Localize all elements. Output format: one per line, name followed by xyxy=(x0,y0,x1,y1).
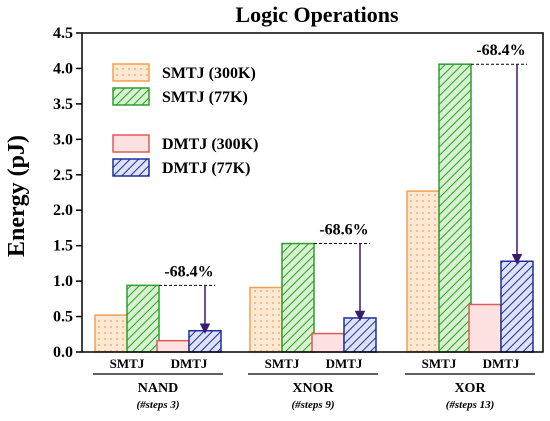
bar-smtj-77k-nand xyxy=(126,284,160,353)
legend-label: DMTJ (77K) xyxy=(162,160,250,177)
chart-legend: SMTJ (300K) SMTJ (77K) DMTJ (300K) DMTJ (77… xyxy=(112,63,258,177)
group-sublabel-dmtj: DMTJ xyxy=(326,356,363,371)
reduction-label: -68.4% xyxy=(164,263,213,280)
chart-title: Logic Operations xyxy=(235,2,399,27)
legend-label: SMTJ (300K) xyxy=(162,65,256,82)
group-sublabel-smtj: SMTJ xyxy=(110,356,145,371)
group-sublabel-dmtj: DMTJ xyxy=(171,356,208,371)
y-tick-label: 3.5 xyxy=(53,96,73,113)
bar-dmtj-300k-xnor xyxy=(311,332,345,353)
group-note: (#steps 3) xyxy=(136,399,179,411)
legend-swatch xyxy=(112,63,150,82)
y-tick-label: 4.0 xyxy=(53,60,73,77)
bar-smtj-300k-nand xyxy=(94,314,128,353)
y-tick-label: 4.5 xyxy=(53,25,73,42)
group-sublabel-dmtj: DMTJ xyxy=(483,356,520,371)
y-axis-ticks: 0.0 0.5 1.0 1.5 2.0 2.5 3.0 3.5 4.0 4.5 xyxy=(53,25,82,361)
bar-dmtj-300k-xor xyxy=(468,303,502,353)
group-label: NAND xyxy=(138,381,178,396)
group-labels: SMTJ DMTJ NAND (#steps 3) SMTJ DMTJ XNOR (#step… xyxy=(93,356,535,411)
group-label: XOR xyxy=(454,381,486,396)
reduction-annotations: -68.4% -68.6% -68.4% xyxy=(159,42,527,334)
plot-frame xyxy=(81,32,544,353)
y-axis-label: Energy (pJ) xyxy=(4,135,30,257)
bar-dmtj-77k-xor xyxy=(500,260,534,353)
legend-label: DMTJ (300K) xyxy=(162,136,258,153)
y-tick-label: 0.0 xyxy=(53,344,73,361)
group-note: (#steps 13) xyxy=(446,399,495,411)
bar-smtj-300k-xor xyxy=(406,190,440,353)
group-label: XNOR xyxy=(292,381,334,396)
y-tick-label: 2.0 xyxy=(53,202,73,219)
group-note: (#steps 9) xyxy=(291,399,334,411)
y-tick-label: 1.0 xyxy=(53,273,73,290)
bar-smtj-77k-xor xyxy=(438,63,472,353)
reduction-label: -68.6% xyxy=(319,222,368,239)
y-tick-label: 2.5 xyxy=(53,167,73,184)
bar-smtj-77k-xnor xyxy=(281,242,315,353)
legend-swatch xyxy=(112,158,150,177)
bar-dmtj-300k-nand xyxy=(156,339,190,353)
y-tick-label: 1.5 xyxy=(53,238,73,255)
group-sublabel-smtj: SMTJ xyxy=(265,356,300,371)
legend-label: SMTJ (77K) xyxy=(162,89,248,106)
reduction-label: -68.4% xyxy=(476,42,525,59)
bar-dmtj-77k-xnor xyxy=(343,317,377,353)
legend-swatch xyxy=(112,87,150,106)
bar-smtj-300k-xnor xyxy=(249,286,283,353)
y-tick-label: 0.5 xyxy=(53,309,73,326)
legend-swatch xyxy=(112,134,150,153)
group-sublabel-smtj: SMTJ xyxy=(422,356,457,371)
bar-dmtj-77k-nand xyxy=(188,329,222,353)
y-tick-label: 3.0 xyxy=(53,131,73,148)
bar-series xyxy=(94,63,534,353)
